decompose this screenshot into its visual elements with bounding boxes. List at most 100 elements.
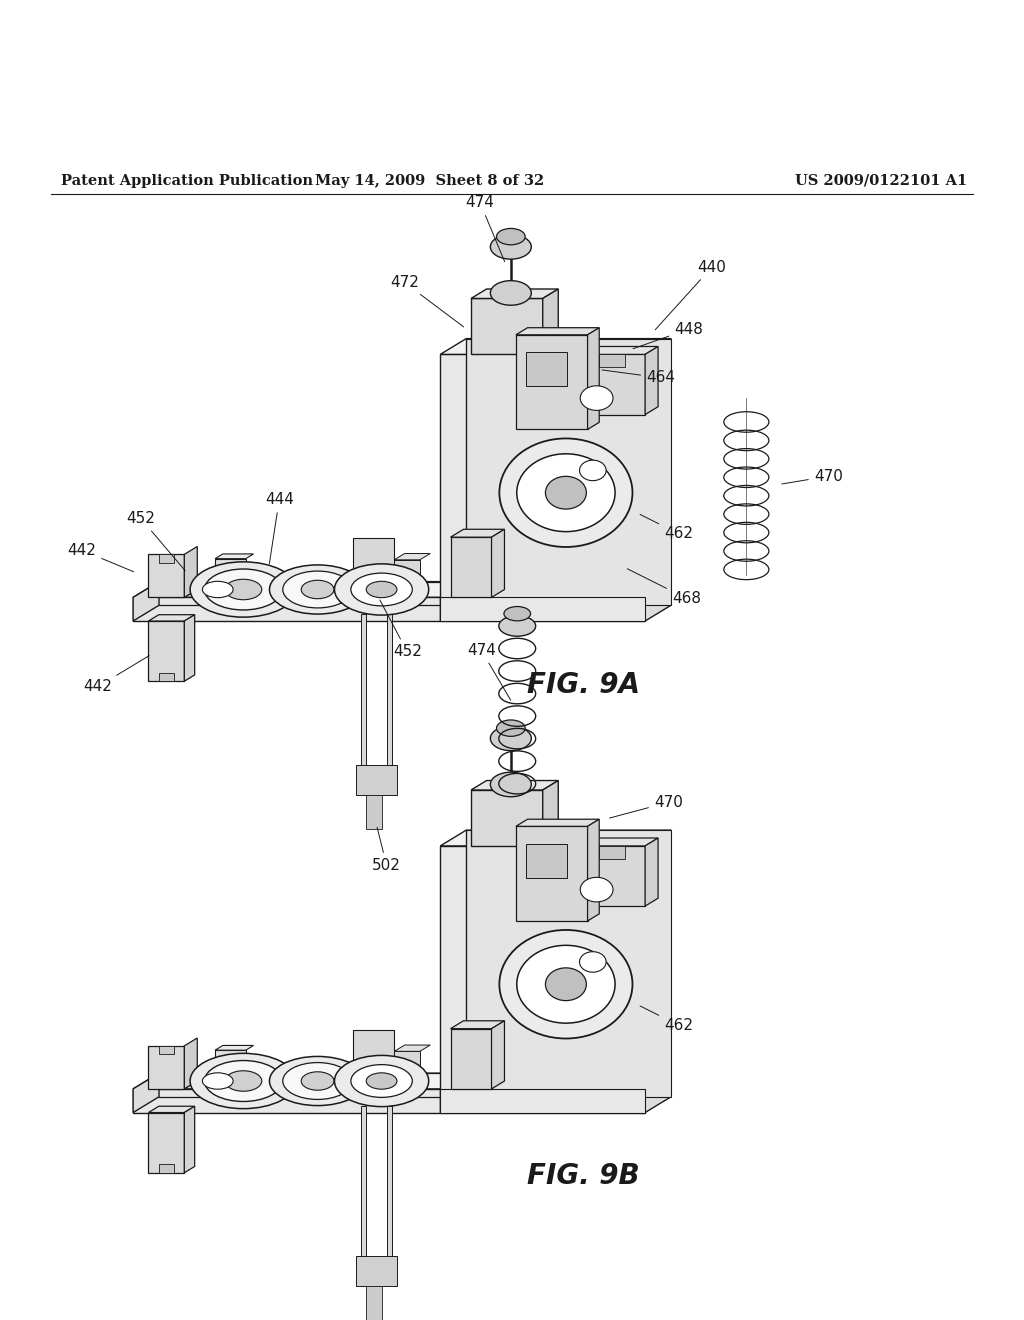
Ellipse shape xyxy=(517,945,615,1023)
Text: 468: 468 xyxy=(628,569,700,606)
Ellipse shape xyxy=(504,606,530,620)
Text: May 14, 2009  Sheet 8 of 32: May 14, 2009 Sheet 8 of 32 xyxy=(315,174,545,187)
Text: 442: 442 xyxy=(68,543,133,572)
Ellipse shape xyxy=(351,573,413,606)
Ellipse shape xyxy=(580,461,606,480)
Ellipse shape xyxy=(190,1053,297,1109)
Polygon shape xyxy=(492,529,505,598)
Polygon shape xyxy=(599,354,625,367)
Ellipse shape xyxy=(301,581,334,599)
Polygon shape xyxy=(451,537,492,598)
Text: 474: 474 xyxy=(466,195,505,261)
Polygon shape xyxy=(471,298,543,354)
Polygon shape xyxy=(440,830,671,846)
Text: 462: 462 xyxy=(640,1006,693,1032)
Ellipse shape xyxy=(500,438,633,546)
Polygon shape xyxy=(133,1089,440,1113)
Polygon shape xyxy=(440,846,645,1113)
Polygon shape xyxy=(584,346,658,354)
Polygon shape xyxy=(361,1106,367,1257)
Text: 448: 448 xyxy=(633,322,703,348)
Text: 442: 442 xyxy=(83,656,150,694)
Polygon shape xyxy=(387,614,392,764)
Ellipse shape xyxy=(203,581,233,598)
Ellipse shape xyxy=(203,1073,233,1089)
Text: US 2009/0122101 A1: US 2009/0122101 A1 xyxy=(795,174,967,187)
Text: 470: 470 xyxy=(782,469,843,484)
Polygon shape xyxy=(184,546,198,598)
Polygon shape xyxy=(387,1106,392,1257)
Polygon shape xyxy=(526,843,567,878)
Polygon shape xyxy=(645,346,658,414)
Polygon shape xyxy=(184,1038,198,1089)
Polygon shape xyxy=(466,830,671,1097)
Text: 452: 452 xyxy=(380,599,422,659)
Polygon shape xyxy=(394,1051,420,1077)
Ellipse shape xyxy=(517,454,615,532)
Polygon shape xyxy=(367,795,382,829)
Polygon shape xyxy=(133,582,466,598)
Polygon shape xyxy=(516,826,588,921)
Polygon shape xyxy=(516,820,599,826)
Text: 474: 474 xyxy=(467,643,511,700)
Polygon shape xyxy=(645,339,671,620)
Ellipse shape xyxy=(490,726,531,751)
Polygon shape xyxy=(148,1113,184,1172)
Polygon shape xyxy=(133,582,159,620)
Ellipse shape xyxy=(490,235,531,259)
Ellipse shape xyxy=(497,228,525,244)
Polygon shape xyxy=(516,327,599,335)
Polygon shape xyxy=(584,838,658,846)
Polygon shape xyxy=(492,1020,505,1089)
Polygon shape xyxy=(471,780,558,789)
Polygon shape xyxy=(184,615,195,681)
Polygon shape xyxy=(645,838,658,906)
Polygon shape xyxy=(215,554,254,558)
Ellipse shape xyxy=(580,952,606,973)
Polygon shape xyxy=(353,1030,394,1077)
Ellipse shape xyxy=(190,562,297,618)
Ellipse shape xyxy=(225,579,262,599)
Text: 440: 440 xyxy=(655,260,726,330)
Polygon shape xyxy=(133,1073,466,1089)
Polygon shape xyxy=(526,352,567,387)
Ellipse shape xyxy=(283,1063,352,1100)
Ellipse shape xyxy=(490,772,531,797)
Polygon shape xyxy=(584,846,645,906)
Polygon shape xyxy=(367,1286,382,1320)
Text: 452: 452 xyxy=(127,511,185,570)
Polygon shape xyxy=(356,764,397,795)
Text: 502: 502 xyxy=(372,828,401,873)
Polygon shape xyxy=(148,554,184,598)
Text: FIG. 9A: FIG. 9A xyxy=(527,671,640,698)
Polygon shape xyxy=(516,335,588,429)
Polygon shape xyxy=(451,1020,505,1028)
Polygon shape xyxy=(133,598,440,620)
Polygon shape xyxy=(353,1069,408,1077)
Ellipse shape xyxy=(335,564,429,615)
Polygon shape xyxy=(645,830,671,1113)
Polygon shape xyxy=(356,1257,397,1286)
Ellipse shape xyxy=(581,385,613,411)
Ellipse shape xyxy=(499,615,536,636)
Ellipse shape xyxy=(351,1065,413,1097)
Polygon shape xyxy=(440,339,671,354)
Polygon shape xyxy=(466,339,671,606)
Polygon shape xyxy=(215,558,246,598)
Polygon shape xyxy=(588,820,599,921)
Ellipse shape xyxy=(581,878,613,902)
Text: 470: 470 xyxy=(609,795,683,818)
Ellipse shape xyxy=(269,565,366,614)
Polygon shape xyxy=(451,529,505,537)
Polygon shape xyxy=(451,1028,492,1089)
Polygon shape xyxy=(215,1051,246,1089)
Polygon shape xyxy=(471,289,558,298)
Text: 464: 464 xyxy=(602,370,675,385)
Ellipse shape xyxy=(269,1056,366,1106)
Text: FIG. 9B: FIG. 9B xyxy=(527,1163,640,1191)
Polygon shape xyxy=(353,578,408,586)
Polygon shape xyxy=(159,1164,174,1172)
Polygon shape xyxy=(148,590,198,598)
Ellipse shape xyxy=(225,1071,262,1092)
Ellipse shape xyxy=(490,281,531,305)
